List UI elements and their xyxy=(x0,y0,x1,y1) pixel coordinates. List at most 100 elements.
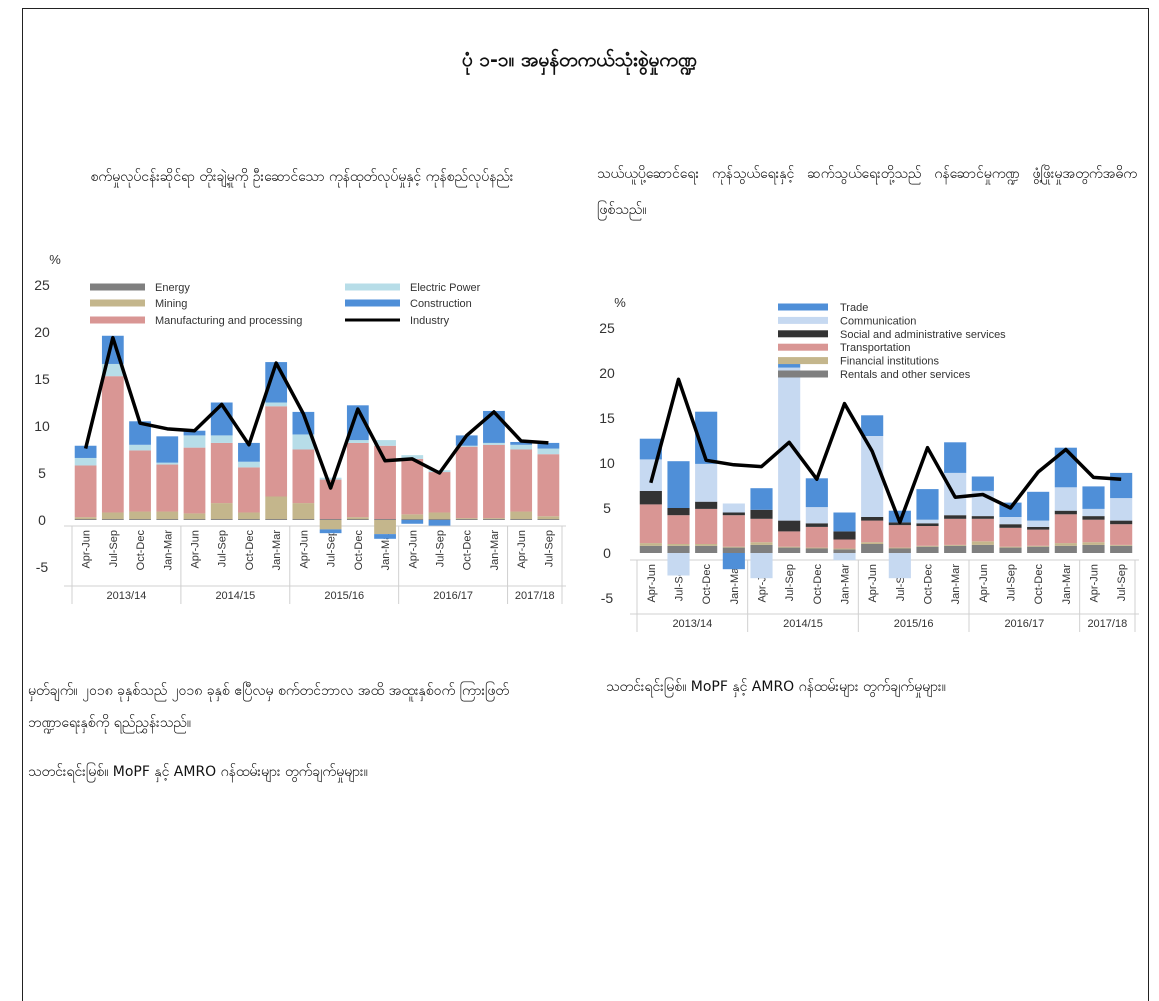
left-source: သတင်းရင်းမြစ်။ MoPF နှင့် AMRO ဂန်ထမ်းမျ… xyxy=(28,764,368,780)
bar-segment xyxy=(265,496,288,520)
x-tick-label: Oct-Dec xyxy=(353,530,365,571)
bar-segment xyxy=(916,526,939,546)
y-tick-label: 0 xyxy=(603,545,611,561)
x-tick-label: Oct-Dec xyxy=(1033,564,1045,605)
bar-segment xyxy=(346,517,369,520)
bar-segment xyxy=(374,519,396,520)
legend-label: Construction xyxy=(410,298,472,310)
bar-segment xyxy=(695,463,718,502)
bar-segment xyxy=(722,512,745,516)
bar-segment xyxy=(238,512,260,520)
bar-segment xyxy=(944,518,967,545)
bar-segment xyxy=(833,539,856,549)
bar-segment xyxy=(916,489,939,520)
bar-segment xyxy=(1110,498,1133,521)
bar-segment xyxy=(833,512,856,532)
left-caption: စက်မှုလုပ်ငန်းဆိုင်ရာ တိုးချဲ့မှုကို ဦးဆ… xyxy=(90,169,514,185)
year-label: 2013/14 xyxy=(672,618,712,630)
page-title: ပုံ ၁-၁။ အမှန်တကယ်သုံးစွဲမှုကဏ္ဍ xyxy=(461,49,698,71)
legend-swatch xyxy=(345,299,400,307)
legend-label: Mining xyxy=(155,298,187,310)
bar-segment xyxy=(778,531,801,547)
bar-segment xyxy=(74,519,97,520)
bar-segment xyxy=(156,464,179,512)
bar-segment xyxy=(1082,516,1105,520)
x-tick-label: Oct-Dec xyxy=(244,530,256,571)
bar-segment xyxy=(1082,508,1105,517)
bar-segment xyxy=(537,519,560,520)
bar-segment xyxy=(292,519,315,520)
y-unit: % xyxy=(614,295,626,310)
x-tick-label: Oct-Dec xyxy=(135,530,147,571)
bar-segment xyxy=(238,467,260,513)
bar-segment xyxy=(722,553,745,570)
bar-segment xyxy=(455,435,478,446)
bar-segment xyxy=(1110,544,1133,546)
bar-segment xyxy=(888,547,911,549)
bar-segment xyxy=(750,542,773,545)
bar-segment xyxy=(374,534,396,539)
bar-segment xyxy=(639,504,662,544)
bar-segment xyxy=(861,517,884,521)
bar-segment xyxy=(888,525,911,548)
legend-swatch xyxy=(778,303,828,311)
bar-segment xyxy=(639,545,662,553)
bar-segment xyxy=(129,421,151,445)
bar-segment xyxy=(319,477,342,480)
bar-segment xyxy=(401,455,424,459)
y-tick-label: 0 xyxy=(38,512,46,528)
bar-segment xyxy=(210,435,233,443)
bar-segment xyxy=(695,411,718,464)
bar-segment xyxy=(319,529,342,534)
x-tick-label: Apr-Jun xyxy=(298,530,310,569)
bar-segment xyxy=(510,444,533,450)
bar-segment xyxy=(455,518,478,520)
bar-segment xyxy=(888,548,911,553)
bar-segment xyxy=(483,444,505,519)
x-tick-label: Jan-Mar xyxy=(729,564,741,605)
x-tick-label: Jan-Mar xyxy=(950,564,962,605)
bar-segment xyxy=(805,523,828,527)
bar-segment xyxy=(1027,546,1050,553)
bar-segment xyxy=(238,461,260,468)
bar-segment xyxy=(319,479,342,520)
bar-segment xyxy=(374,440,396,446)
bar-segment xyxy=(183,519,206,520)
bar-segment xyxy=(510,441,533,445)
y-tick-label: 20 xyxy=(34,324,50,340)
y-tick-label: 10 xyxy=(34,418,50,434)
x-tick-label: Apr-Jun xyxy=(190,530,202,569)
year-label: 2017/18 xyxy=(515,590,555,602)
y-tick-label: 5 xyxy=(603,500,611,516)
x-tick-label: Oct-Dec xyxy=(923,564,935,605)
bar-segment xyxy=(428,512,451,520)
legend-label: Transportation xyxy=(840,342,911,354)
bar-segment xyxy=(1110,524,1133,545)
x-tick-label: Jul-Sep xyxy=(435,530,447,567)
bar-segment xyxy=(101,376,124,513)
bar-segment xyxy=(483,442,505,445)
bar-segment xyxy=(861,520,884,543)
bar-segment xyxy=(183,447,206,514)
bar-segment xyxy=(778,546,801,548)
legend-swatch xyxy=(778,370,828,378)
x-tick-label: Apr-Jun xyxy=(516,530,528,569)
bar-segment xyxy=(101,519,124,520)
year-label: 2015/16 xyxy=(894,618,934,630)
bar-segment xyxy=(319,520,342,530)
page-frame xyxy=(22,8,1149,1001)
y-tick-label: -5 xyxy=(601,590,614,606)
bar-segment xyxy=(74,457,97,466)
legend-swatch xyxy=(778,343,828,351)
bar-segment xyxy=(639,543,662,546)
bar-segment xyxy=(1110,472,1133,499)
bar-segment xyxy=(292,449,315,504)
legend-label: Communication xyxy=(840,315,916,327)
bar-segment xyxy=(750,544,773,553)
bar-segment xyxy=(265,402,288,407)
bar-segment xyxy=(510,519,533,520)
legend-swatch xyxy=(90,283,145,291)
bar-segment xyxy=(722,503,745,513)
bar-segment xyxy=(833,553,856,561)
